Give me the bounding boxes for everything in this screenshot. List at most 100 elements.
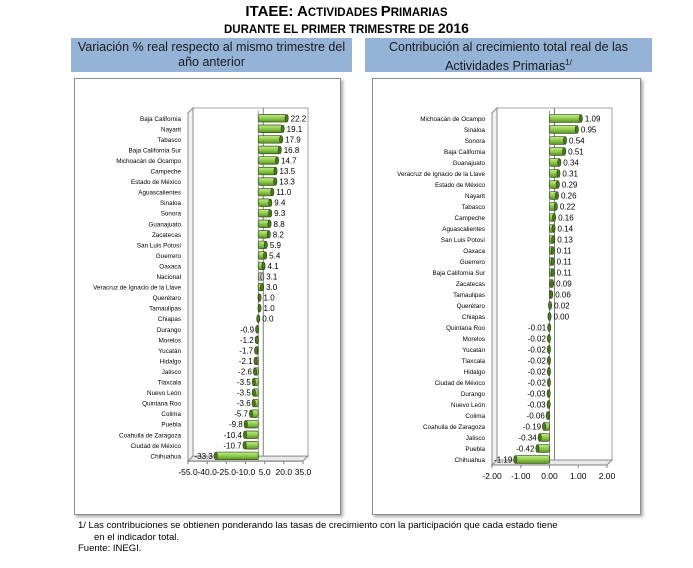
- bar-cap: [275, 156, 279, 165]
- title-part: CTIVIDADES: [307, 7, 381, 19]
- value-label: -0.42: [516, 445, 535, 454]
- category-label: Michoacán de Ocampo: [116, 158, 181, 165]
- bar-cap: [243, 430, 247, 439]
- x-tick-label: -1.00: [511, 471, 531, 481]
- bar: [549, 180, 560, 189]
- bar-cap: [542, 422, 546, 431]
- bar: [547, 356, 551, 365]
- bar-cap: [279, 135, 284, 144]
- bar: [257, 304, 262, 313]
- bar-cap: [550, 268, 555, 277]
- category-label: Guerrero: [156, 253, 182, 260]
- bar-cap: [253, 356, 258, 366]
- category-label: Tamaulipas: [149, 306, 181, 313]
- category-label: Nuevo León: [147, 390, 181, 397]
- category-label: Baja California: [444, 149, 485, 156]
- value-label: -3.5: [237, 389, 251, 398]
- category-label: Guerrero: [460, 259, 486, 266]
- bar-cap: [553, 202, 558, 211]
- value-label: 0.13: [557, 236, 573, 245]
- bar-cap: [578, 114, 583, 123]
- category-label: Nuevo León: [451, 402, 485, 409]
- bar-cap: [535, 444, 540, 453]
- bar: [549, 158, 562, 167]
- page-title: ITAEE: ACTIVIDADES PRIMARIAS: [0, 3, 693, 20]
- right-header-text: Contribución al crecimiento total real d…: [388, 40, 628, 74]
- bar-cap: [253, 367, 257, 376]
- category-label: Zacatecas: [456, 281, 485, 288]
- value-label: 1.0: [264, 304, 276, 313]
- bar: [257, 219, 272, 228]
- bar: [549, 147, 567, 156]
- bar: [549, 279, 554, 288]
- left-header-text: Variación % real respecto al mismo trime…: [77, 40, 346, 69]
- value-label: 0.54: [569, 137, 585, 146]
- right-bar-chart: -2.00 -1.00 0.00 1.00 2.00 Michoacán de Ocamp…: [397, 106, 616, 481]
- footnote-line: 1/ Las contribuciones se obtienen ponder…: [78, 520, 558, 531]
- bar-cap: [562, 147, 567, 156]
- value-label: 1.0: [264, 294, 276, 303]
- value-label: -3.5: [237, 378, 251, 387]
- value-label: 0.31: [562, 170, 578, 179]
- bar: [549, 114, 583, 123]
- bar-cap: [537, 433, 542, 442]
- bar-cap: [513, 455, 518, 464]
- value-label: 0.26: [561, 192, 577, 201]
- category-label: Zacatecas: [152, 232, 181, 239]
- bar: [257, 114, 289, 123]
- bar: [257, 293, 262, 302]
- x-tick-label: 5.0: [259, 467, 271, 477]
- bar: [257, 166, 278, 176]
- bar-cap: [273, 177, 278, 186]
- bar-cap: [547, 345, 551, 354]
- category-label: Baja California Sur: [129, 147, 182, 154]
- bar: [549, 213, 557, 222]
- bar-cap: [251, 377, 256, 387]
- value-label: 3.0: [266, 283, 278, 292]
- bar-cap: [574, 125, 579, 134]
- category-label: Morelos: [463, 336, 485, 343]
- category-label: Tlaxcala: [158, 380, 182, 387]
- bar: [213, 451, 259, 461]
- value-label: 0.51: [568, 148, 584, 157]
- bar-cap: [284, 114, 289, 123]
- bar-cap: [550, 279, 554, 288]
- value-label: -0.01: [528, 324, 547, 333]
- category-label: Baja California: [140, 116, 181, 123]
- x-tick-label: 0.00: [541, 471, 558, 481]
- value-label: -0.02: [528, 346, 547, 355]
- subtitle-text: DURANTE EL PRIMER TRIMESTRE DE: [224, 24, 438, 36]
- bar: [549, 169, 561, 178]
- value-label: -0.03: [527, 401, 546, 410]
- plot-side-wall: [491, 106, 498, 467]
- bar: [549, 224, 556, 233]
- footnote-ref: 1/: [565, 58, 572, 67]
- bar-cap: [551, 235, 556, 244]
- bar-cap: [545, 411, 550, 420]
- bar: [242, 441, 259, 450]
- bar-cap: [260, 272, 265, 281]
- category-label: Nayarit: [161, 126, 181, 133]
- right-chart-panel: -2.00 -1.00 0.00 1.00 2.00 Michoacán de Ocamp…: [372, 78, 641, 515]
- bar: [547, 345, 551, 354]
- bar-cap: [555, 180, 560, 189]
- category-label: San Luis Potosí: [441, 237, 485, 244]
- value-label: 9.3: [274, 209, 286, 218]
- right-chart-header: Contribución al crecimiento total real d…: [365, 38, 652, 74]
- plot-side-wall: [187, 106, 194, 463]
- bar-cap: [268, 198, 273, 207]
- bar: [257, 187, 275, 197]
- plot-area: [188, 108, 308, 462]
- bar: [257, 240, 268, 250]
- value-label: 1.09: [585, 115, 601, 124]
- category-label: Querétaro: [457, 303, 486, 310]
- x-tick-label: -55.0: [178, 467, 198, 477]
- value-label: 0.34: [563, 159, 579, 168]
- bar: [255, 325, 260, 334]
- bar-cap: [551, 224, 556, 233]
- title-part: P: [380, 3, 391, 20]
- bar: [549, 235, 556, 244]
- bar: [256, 314, 261, 323]
- value-label: 8.2: [273, 230, 285, 239]
- bar: [549, 268, 555, 277]
